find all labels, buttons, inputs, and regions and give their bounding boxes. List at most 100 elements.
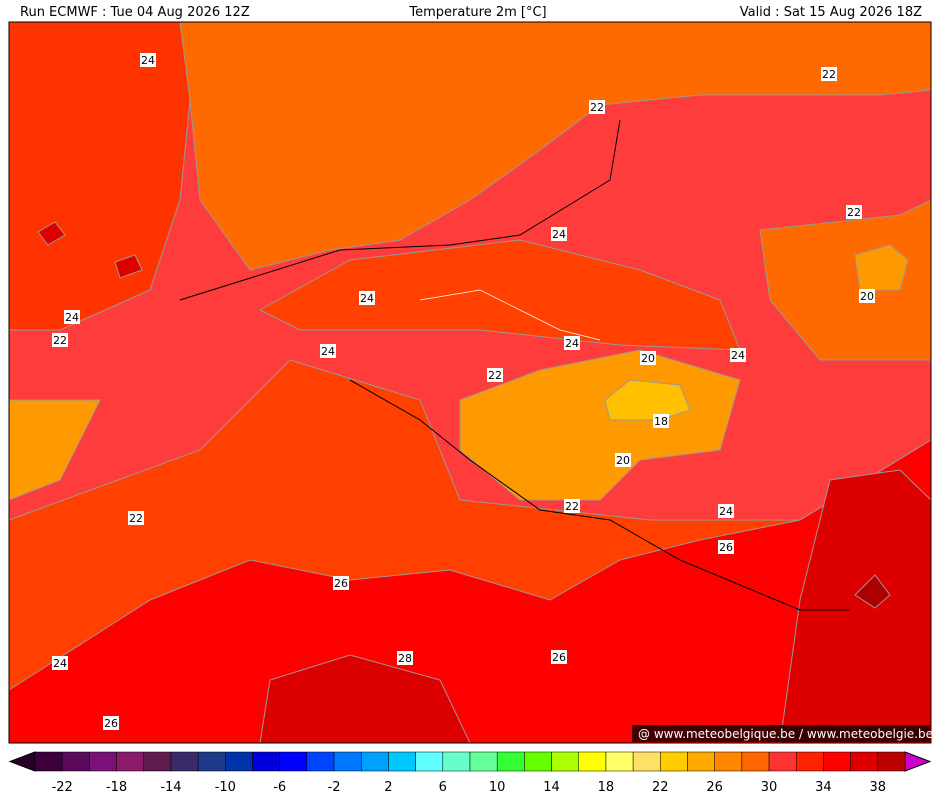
- contour-label: 22: [53, 334, 67, 347]
- contour-label: 24: [565, 337, 579, 350]
- colorbar-segment: [34, 751, 63, 772]
- contour-label: 24: [719, 505, 733, 518]
- colorbar-segment: [116, 751, 144, 772]
- contour-label-box: [140, 53, 156, 67]
- contour-label-box: [718, 540, 734, 554]
- contour-label: 26: [719, 541, 733, 554]
- title: Temperature 2m [°C]: [408, 5, 546, 20]
- contour-label-box: [551, 650, 567, 664]
- colorbar-segment: [333, 751, 362, 772]
- contour-label-box: [103, 716, 119, 730]
- colorbar-tick-label: 30: [761, 780, 778, 795]
- colorbar-tick-label: -2: [328, 780, 341, 795]
- colorbar-segment: [388, 751, 416, 772]
- contour-label: 24: [53, 657, 67, 670]
- colorbar-segment: [496, 751, 525, 772]
- contour-label: 22: [488, 369, 502, 382]
- contour-label: 22: [590, 101, 604, 114]
- colorbar-high-arrow: [904, 751, 932, 772]
- contour-label-box: [653, 414, 669, 428]
- contour-label: 28: [398, 652, 412, 665]
- colorbar-tick-label: 2: [384, 780, 392, 795]
- colorbar-segment: [796, 751, 824, 772]
- contour-label: 22: [847, 206, 861, 219]
- colorbar: -22 -18 -14 -10 -6 -2 2 6 10 14 18 22 26 30 34 38: [8, 751, 932, 795]
- contour-label-box: [821, 67, 837, 81]
- colorbar-segment: [279, 751, 308, 772]
- colorbar-segment: [361, 751, 389, 772]
- contour-label-box: [52, 656, 68, 670]
- contour-label: 26: [334, 577, 348, 590]
- contour-label: 22: [565, 500, 579, 513]
- contour-label-box: [846, 205, 862, 219]
- contour-label-box: [52, 333, 68, 347]
- contour-label: 24: [65, 311, 79, 324]
- contour-label-box: [640, 351, 656, 365]
- colorbar-segment: [850, 751, 879, 772]
- colorbar-segment: [660, 751, 688, 772]
- colorbar-low-arrow: [8, 751, 36, 772]
- contour-label: 20: [641, 352, 655, 365]
- run-label: Run ECMWF : Tue 04 Aug 2026 12Z: [20, 5, 250, 20]
- contour-label: 20: [860, 290, 874, 303]
- contour-label-box: [551, 227, 567, 241]
- colorbar-segment: [687, 751, 715, 772]
- contour-label: 24: [321, 345, 335, 358]
- contour-label-box: [564, 336, 580, 350]
- contour-label: 26: [104, 717, 118, 730]
- contour-label-box: [333, 576, 349, 590]
- colorbar-tick-label: 38: [870, 780, 887, 795]
- valid-label: Valid : Sat 15 Aug 2026 18Z: [740, 5, 922, 20]
- colorbar-tick-label: -18: [106, 780, 127, 795]
- contour-label: 18: [654, 415, 668, 428]
- contour-label: 24: [360, 292, 374, 305]
- colorbar-segment: [524, 751, 552, 772]
- colorbar-segment: [714, 751, 743, 772]
- colorbar-segment: [225, 751, 253, 772]
- contour-label-box: [320, 344, 336, 358]
- colorbar-segment: [143, 751, 172, 772]
- contour-label-box: [718, 504, 734, 518]
- colorbar-tick-label: 26: [706, 780, 723, 795]
- colorbar-segment: [89, 751, 117, 772]
- contour-label-box: [730, 348, 746, 362]
- contour-label: 22: [822, 68, 836, 81]
- map: 24 22 22 22 20 24 24 24 22 24 24 20 24 22 18 20 22 24 22 26…: [8, 21, 933, 744]
- colorbar-tick-label: 34: [815, 780, 832, 795]
- colorbar-segment: [877, 751, 906, 772]
- colorbar-segment: [469, 751, 498, 772]
- contour-label-box: [487, 368, 503, 382]
- colorbar-tick-label: -22: [52, 780, 73, 795]
- colorbar-segment: [823, 751, 851, 772]
- colorbar-segment: [442, 751, 471, 772]
- contour-label-box: [64, 310, 80, 324]
- colorbar-segment: [578, 751, 607, 772]
- colorbar-tick-label: 6: [439, 780, 447, 795]
- colorbar-segment: [252, 751, 280, 772]
- colorbar-segment: [197, 751, 226, 772]
- contour-label-box: [615, 453, 631, 467]
- contour-label: 24: [552, 228, 566, 241]
- colorbar-segment: [632, 751, 661, 772]
- colorbar-tick-label: -14: [160, 780, 181, 795]
- colorbar-segment: [768, 751, 797, 772]
- contour-label-box: [859, 289, 875, 303]
- colorbar-segment: [306, 751, 335, 772]
- contour-label-box: [359, 291, 375, 305]
- colorbar-tick-label: 14: [543, 780, 560, 795]
- colorbar-segment: [741, 751, 770, 772]
- contour-label: 24: [731, 349, 745, 362]
- colorbar-segment: [551, 751, 579, 772]
- colorbar-tick-label: -6: [273, 780, 286, 795]
- contour-label: 22: [129, 512, 143, 525]
- contour-label: 20: [616, 454, 630, 467]
- contour-label-box: [397, 651, 413, 665]
- contour-label: 24: [141, 54, 155, 67]
- colorbar-tick-label: 10: [489, 780, 506, 795]
- contour-label: 26: [552, 651, 566, 664]
- colorbar-tick-label: 22: [652, 780, 669, 795]
- contour-label-box: [564, 499, 580, 513]
- colorbar-tick-label: -10: [215, 780, 236, 795]
- colorbar-segment: [415, 751, 444, 772]
